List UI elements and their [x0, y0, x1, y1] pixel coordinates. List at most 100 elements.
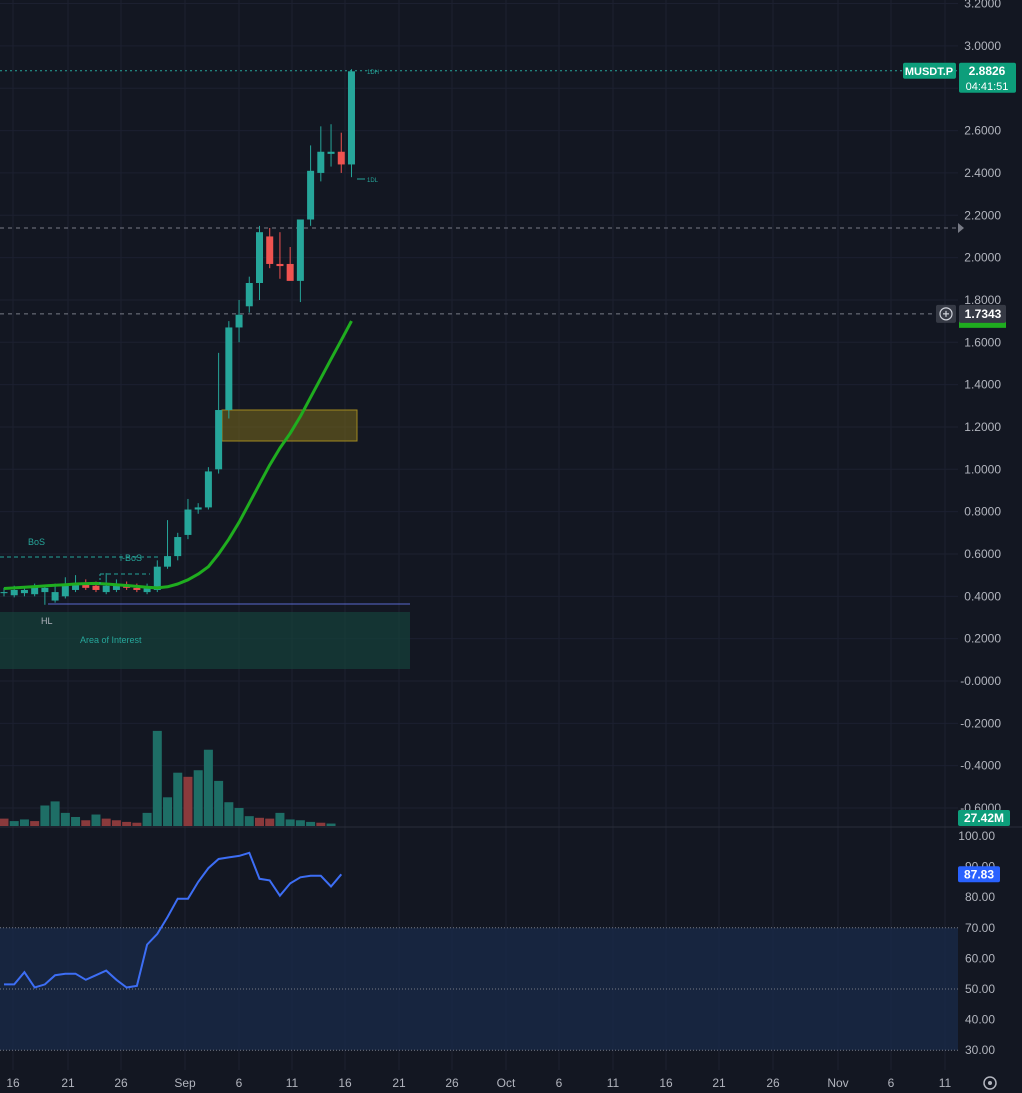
- candle-body: [276, 263, 284, 267]
- time-axis-label: 21: [61, 1076, 75, 1090]
- candle-body: [337, 151, 345, 165]
- rsi-axis-label: 50.00: [965, 982, 995, 996]
- candle-body: [31, 585, 39, 595]
- price-axis-label: 3.0000: [964, 39, 1001, 53]
- volume-bar: [306, 821, 316, 826]
- hl-label: HL: [41, 616, 53, 626]
- price-axis-label: 2.0000: [964, 251, 1001, 265]
- volume-bar: [316, 822, 326, 826]
- time-axis-label: 6: [888, 1076, 895, 1090]
- candle-body: [225, 327, 233, 411]
- candle-body: [72, 583, 80, 590]
- price-axis-label: 0.6000: [964, 547, 1001, 561]
- candle-body: [245, 283, 253, 307]
- candle-body: [256, 232, 263, 284]
- price-axis-label: 2.6000: [964, 124, 1001, 138]
- rsi-axis-label: 60.00: [965, 951, 995, 965]
- volume-bar: [9, 821, 19, 826]
- time-axis-label: 21: [392, 1076, 406, 1090]
- candle-body: [327, 151, 335, 154]
- add-alert-plus-icon[interactable]: [936, 304, 956, 323]
- price-axis-label: 1.4000: [964, 378, 1001, 392]
- volume-tag: [958, 810, 1010, 826]
- candle-body: [20, 589, 28, 594]
- volume-bar: [71, 816, 81, 826]
- volume-bar: [173, 772, 183, 826]
- volume-bar: [111, 820, 121, 826]
- time-axis-label: 11: [286, 1076, 299, 1090]
- price-axis-label: 1.0000: [964, 462, 1001, 476]
- time-axis-label: 26: [766, 1076, 780, 1090]
- crosshair-price-label: 1.7343: [965, 307, 1002, 321]
- rsi-axis-label: 100.00: [958, 829, 995, 843]
- candle-body: [347, 71, 355, 165]
- bos-upper-label: BoS: [28, 537, 45, 547]
- time-axis-label: 16: [6, 1076, 20, 1090]
- volume-bar: [234, 807, 244, 826]
- volume-bar: [203, 749, 213, 826]
- candle-body: [317, 151, 325, 173]
- price-axis-label: 0.4000: [964, 589, 1001, 603]
- candle-body: [0, 592, 8, 594]
- candle-body: [82, 583, 90, 588]
- volume-bar: [19, 819, 29, 826]
- price-axis-label: 0.2000: [964, 632, 1001, 646]
- volume-bar: [244, 816, 254, 826]
- annotations: BoS i-BoS HL Area of Interest 1DL 1DH: [0, 70, 379, 645]
- level-arrow-icon: [958, 222, 964, 233]
- ema-path: [3, 320, 353, 590]
- price-axis-label: -0.2000: [960, 716, 1001, 730]
- rsi-axis-label: 30.00: [965, 1043, 995, 1057]
- time-axis-label: Oct: [497, 1076, 516, 1090]
- candles: [0, 69, 355, 605]
- rsi-line: [4, 851, 343, 989]
- price-axis-label: 2.4000: [964, 166, 1001, 180]
- candle-body: [51, 592, 59, 601]
- candle-body: [296, 219, 304, 281]
- time-axis-label: 6: [236, 1076, 243, 1090]
- day-high-label: 1DH: [367, 70, 379, 76]
- candle-body: [41, 587, 49, 593]
- time-axis[interactable]: 16 21 26 Sep 6 11 16 21 26 Oct 6 11 16 21 26 Nov 6 11: [6, 1076, 997, 1090]
- rsi-tag: [958, 866, 1000, 883]
- volume-bar: [40, 805, 50, 826]
- volume-bar: [91, 814, 101, 826]
- volume-bar: [275, 812, 285, 826]
- candle-body: [194, 507, 202, 510]
- price-axis-label: -0.4000: [960, 759, 1001, 773]
- area-of-interest-label: Area of Interest: [80, 635, 142, 645]
- volume-bar: [163, 797, 173, 826]
- candle-body: [61, 583, 69, 597]
- rsi-pane: [0, 851, 958, 1051]
- time-axis-label: 11: [939, 1076, 952, 1090]
- time-axis-label: Sep: [174, 1076, 196, 1090]
- candle-body: [102, 585, 110, 593]
- day-low-label: 1DL: [367, 178, 379, 184]
- candle-body: [164, 556, 172, 567]
- crosshair-price-tag: [959, 304, 1006, 323]
- price-axis-label: -0.0000: [960, 674, 1001, 688]
- candle-body: [174, 537, 182, 557]
- price-axis-label: 1.6000: [964, 335, 1001, 349]
- time-axis-label: 26: [445, 1076, 459, 1090]
- volume-bar: [285, 819, 295, 826]
- volume-bar: [142, 812, 152, 826]
- countdown-label: 04:41:51: [966, 81, 1009, 93]
- candle-body: [307, 170, 315, 220]
- volume-bar: [50, 801, 60, 826]
- time-axis-label: 16: [659, 1076, 673, 1090]
- ema-tag: [959, 318, 1006, 328]
- settings-gear-icon[interactable]: [983, 1076, 997, 1090]
- candle-body: [133, 587, 141, 590]
- price-axis-label: 0.8000: [964, 505, 1001, 519]
- volume-bar: [60, 812, 70, 826]
- area-of-interest-zone: [0, 612, 410, 669]
- candle-body: [204, 471, 212, 508]
- volume-bar: [183, 776, 193, 826]
- volume-bar: [0, 818, 9, 826]
- price-tags: MUSDT.P 2.8826 04:41:51 1.7343 27.42M 87.83: [903, 62, 1016, 883]
- volume-pane: [0, 730, 1022, 828]
- rsi-axis-label: 40.00: [965, 1013, 995, 1027]
- candle-body: [10, 589, 18, 596]
